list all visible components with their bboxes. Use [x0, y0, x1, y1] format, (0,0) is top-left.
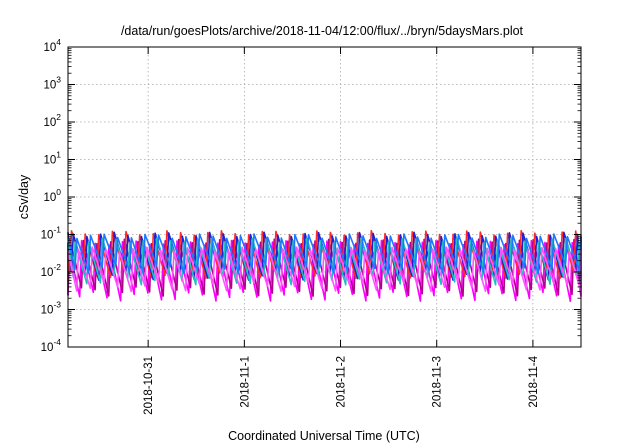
x-tick-label: 2018-11-4 — [528, 355, 540, 407]
series-line — [67, 238, 582, 297]
y-tick-label: 104 — [43, 37, 61, 54]
series-layer — [67, 229, 582, 302]
y-tick-label: 10-4 — [41, 337, 62, 354]
y-tick-label: 10-1 — [41, 225, 62, 242]
y-tick-label: 100 — [43, 187, 61, 204]
y-tick-label: 101 — [43, 150, 61, 167]
y-tick-label: 103 — [43, 75, 61, 92]
y-tick-label: 10-2 — [41, 262, 62, 279]
x-tick-label: 2018-11-2 — [336, 356, 348, 408]
series-line — [67, 246, 582, 293]
x-tick-label: 2018-11-3 — [432, 356, 444, 408]
tick-layer: 104 103 102 101 100 10-1 10-2 10-3 10-4 2018-10-3… — [41, 37, 581, 415]
chart-title: /data/run/goesPlots/archive/2018-11-04/1… — [121, 24, 524, 38]
series-line — [67, 233, 582, 275]
y-tick-label: 10-3 — [41, 300, 62, 317]
grid — [68, 47, 581, 347]
y-axis-label: cSv/day — [17, 174, 31, 219]
x-tick-label: 2018-11-1 — [239, 356, 251, 408]
y-tick-label: 102 — [43, 112, 61, 129]
x-axis-label: Coordinated Universal Time (UTC) — [228, 429, 420, 443]
x-tick-label: 2018-10-31 — [143, 356, 155, 415]
